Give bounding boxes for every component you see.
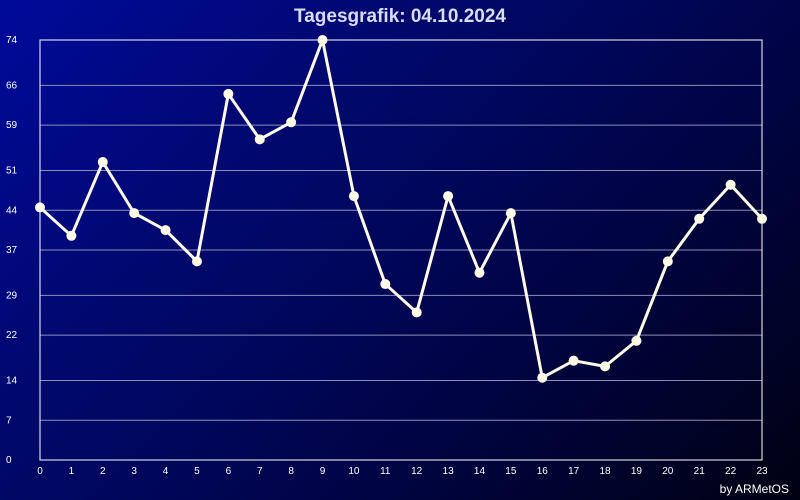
data-point: [662, 256, 673, 267]
x-tick-label: 10: [348, 466, 360, 477]
y-tick-label: 7: [6, 415, 12, 426]
data-point: [160, 225, 171, 236]
data-point: [66, 230, 77, 241]
data-point: [600, 361, 611, 372]
y-tick-label: 74: [6, 35, 18, 46]
x-tick-label: 5: [194, 466, 200, 477]
x-tick-label: 20: [662, 466, 674, 477]
axis-layer: [39, 39, 763, 461]
grid-layer: [40, 39, 762, 421]
data-point: [254, 134, 265, 145]
data-point: [631, 335, 642, 346]
x-tick-label: 23: [756, 466, 768, 477]
x-tick-label: 22: [725, 466, 737, 477]
data-point: [505, 208, 516, 219]
data-point: [317, 35, 328, 45]
x-tick-label: 19: [631, 466, 643, 477]
x-tick-label: 11: [380, 466, 391, 477]
data-point: [443, 191, 454, 202]
x-tick-label: 3: [131, 466, 137, 477]
x-tick-label: 9: [320, 466, 326, 477]
data-point: [129, 208, 140, 219]
data-point: [286, 117, 297, 128]
data-point: [223, 88, 234, 99]
data-point: [97, 157, 108, 168]
x-tick-label: 15: [505, 466, 517, 477]
data-point: [537, 372, 548, 383]
x-tick-label: 6: [226, 466, 232, 477]
data-point: [35, 202, 45, 213]
data-point: [694, 213, 705, 224]
y-tick-label: 51: [6, 166, 18, 177]
x-tick-label: 21: [694, 466, 706, 477]
x-tick-label: 16: [537, 466, 549, 477]
data-point: [568, 355, 579, 366]
credit-text: by ARMetOS: [719, 482, 789, 496]
y-tick-label: 22: [6, 330, 18, 341]
data-point: [191, 256, 202, 267]
y-tick-label: 37: [6, 245, 18, 256]
x-tick-label: 14: [474, 466, 486, 477]
x-tick-label: 12: [411, 466, 423, 477]
data-point: [725, 179, 736, 190]
x-tick-label: 7: [257, 466, 263, 477]
x-tick-label: 4: [163, 466, 169, 477]
y-tick-label: 29: [6, 290, 18, 301]
y-tick-label: 44: [6, 205, 18, 216]
data-point: [411, 307, 422, 318]
x-tick-label: 13: [443, 466, 455, 477]
y-tick-label: 0: [6, 455, 12, 466]
series-line: [38, 38, 764, 380]
plot-frame: [39, 39, 763, 461]
x-tick-label: 1: [69, 466, 75, 477]
chart-title: Tagesgrafik: 04.10.2024: [294, 6, 506, 27]
data-point: [380, 279, 391, 290]
x-tick-label: 2: [100, 466, 106, 477]
y-tick-label: 66: [6, 80, 18, 91]
line-layer: [38, 38, 764, 380]
x-tick-label: 17: [568, 466, 580, 477]
x-tick-label: 0: [37, 466, 43, 477]
x-tick-label: 8: [288, 466, 294, 477]
data-point: [474, 267, 485, 278]
data-point: [757, 213, 767, 224]
point-layer: [35, 35, 767, 383]
y-tick-label: 59: [6, 120, 18, 131]
y-tick-label: 14: [6, 376, 18, 387]
data-point: [348, 191, 359, 202]
x-tick-label: 18: [599, 466, 611, 477]
